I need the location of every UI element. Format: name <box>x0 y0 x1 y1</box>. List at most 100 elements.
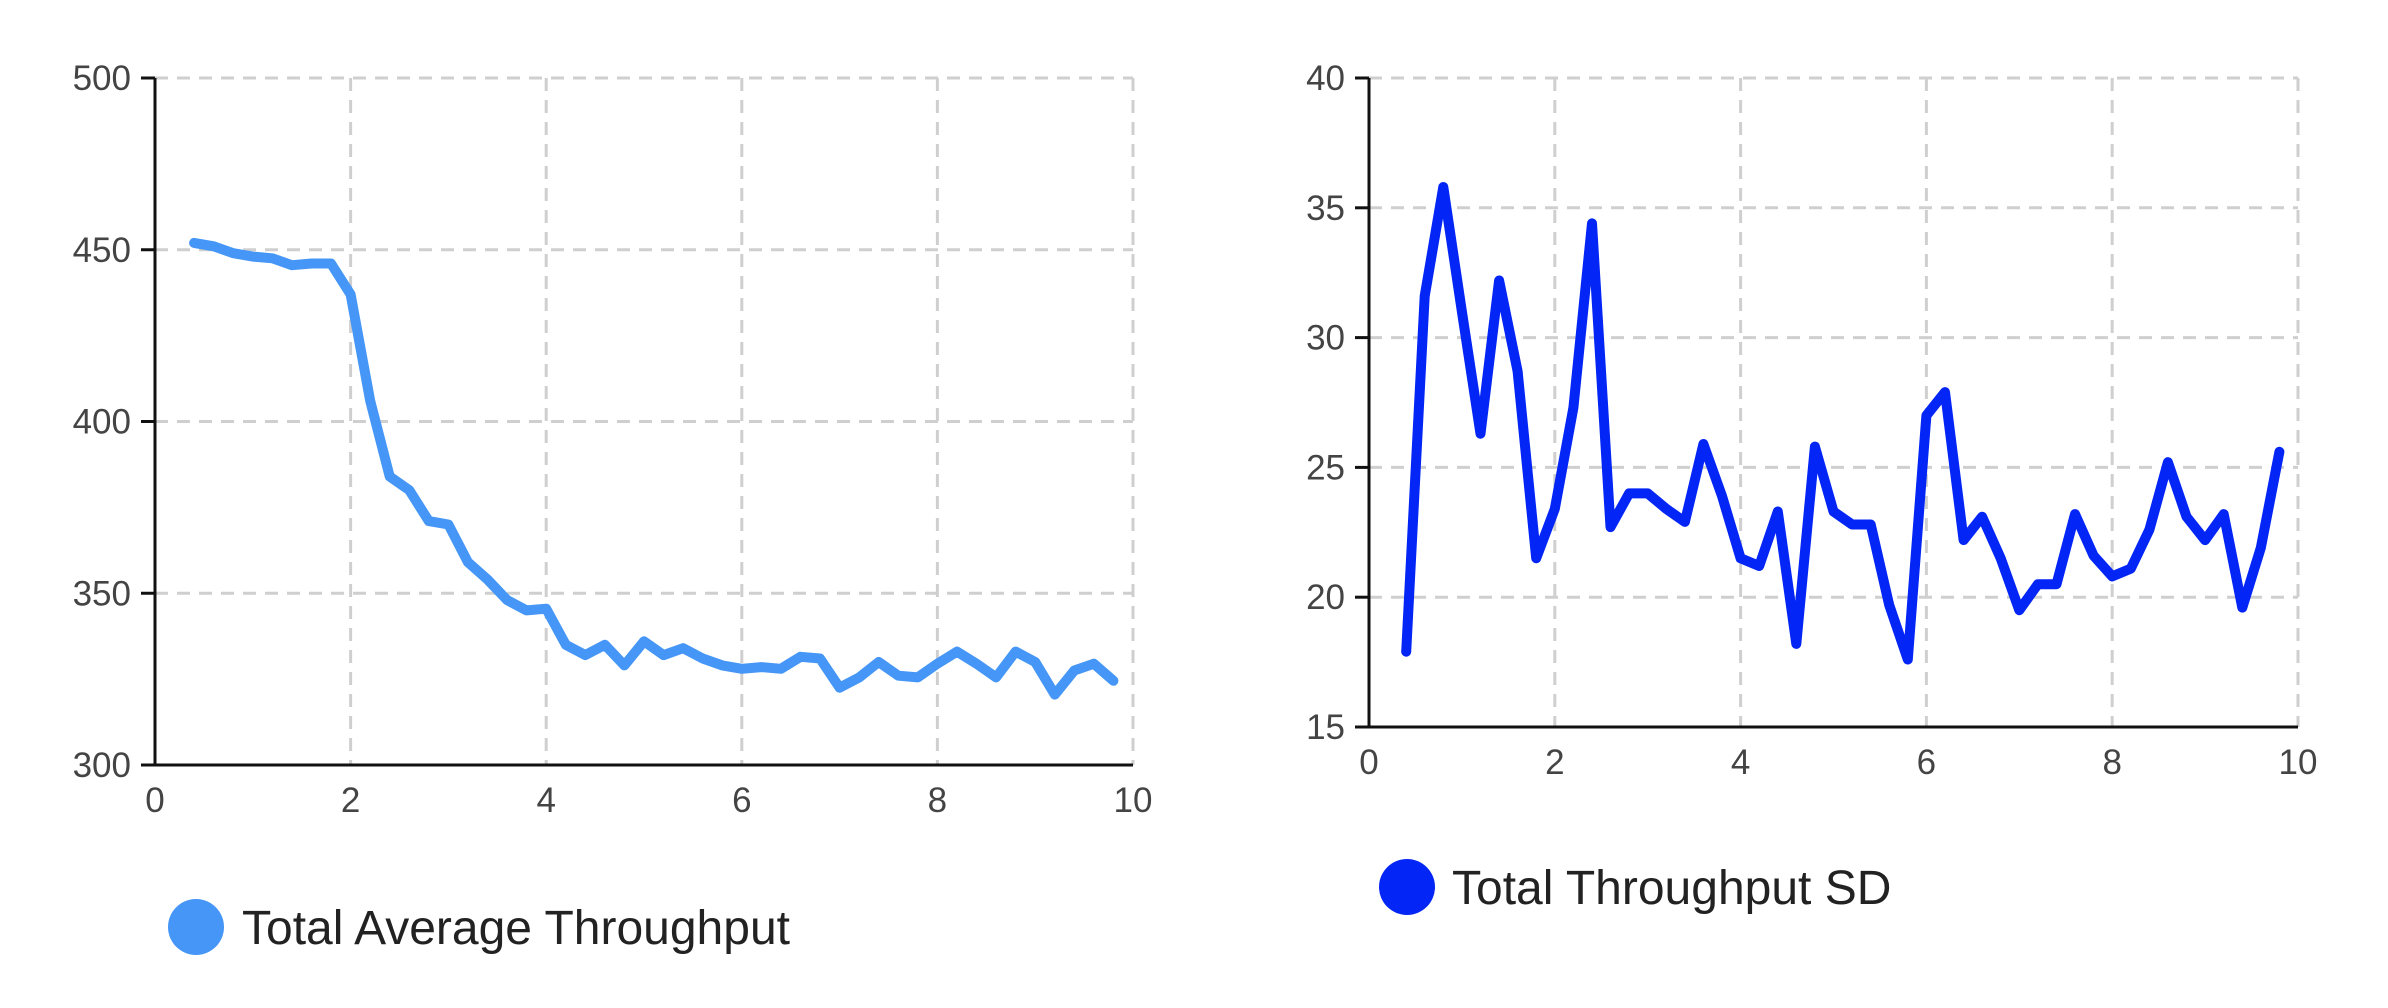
data-point <box>659 651 668 660</box>
data-point <box>2182 512 2191 521</box>
legend-label: Total Average Throughput <box>242 902 790 955</box>
data-point <box>424 517 433 526</box>
x-tick-label: 10 <box>1114 781 1153 820</box>
data-point <box>1476 429 1485 438</box>
data-point <box>209 242 218 251</box>
data-point <box>2015 606 2024 615</box>
data-point <box>2089 551 2098 560</box>
data-point <box>542 604 551 613</box>
data-point <box>1569 403 1578 412</box>
data-point <box>1662 504 1671 513</box>
data-point <box>992 673 1001 682</box>
data-point <box>1959 536 1968 545</box>
chart-total-throughput-sd: 15 20 25 30 35 40 0 2 4 6 8 10 Total Throughput SD <box>1306 59 2317 915</box>
data-point <box>464 558 472 567</box>
data-point <box>1903 655 1912 664</box>
data-point <box>1588 219 1596 228</box>
data-point <box>816 654 824 663</box>
data-point <box>1050 690 1059 699</box>
legend: Total Throughput SD <box>1379 859 1891 915</box>
data-point <box>405 486 414 495</box>
legend-marker <box>1379 859 1435 915</box>
y-tick-label: 500 <box>73 59 131 98</box>
y-tick-label: 15 <box>1306 708 1345 747</box>
x-tick-label: 2 <box>341 781 360 820</box>
data-point <box>2275 447 2284 456</box>
x-tick-label: 6 <box>1917 743 1936 782</box>
data-point <box>718 661 727 670</box>
data-point <box>2071 510 2079 519</box>
chart-total-average-throughput: 300 350 400 450 500 0 2 4 6 8 10 Total Average Th… <box>73 59 1153 955</box>
data-point <box>855 673 864 682</box>
data-point <box>346 290 355 299</box>
y-tick-label: 40 <box>1306 59 1345 98</box>
y-tick-label: 350 <box>73 574 131 613</box>
y-tick-label: 20 <box>1306 578 1345 617</box>
data-point <box>561 640 570 649</box>
x-tick-label: 8 <box>2102 743 2121 782</box>
legend-label: Total Throughput SD <box>1452 862 1891 915</box>
data-point <box>1109 676 1118 685</box>
data-point <box>1495 276 1504 285</box>
x-tick-label: 6 <box>732 781 751 820</box>
data-point <box>1978 512 1987 521</box>
x-tick-label: 2 <box>1545 743 1564 782</box>
data-point <box>894 671 903 680</box>
data-point <box>1457 307 1466 316</box>
series-line <box>189 237 1119 700</box>
data-point <box>1513 367 1522 376</box>
y-tick-label: 450 <box>73 231 131 270</box>
data-point <box>1532 554 1541 563</box>
data-point <box>2033 580 2042 589</box>
data-point <box>581 651 590 660</box>
data-point <box>483 575 492 584</box>
x-tick-label: 0 <box>1359 743 1378 782</box>
x-tick-label: 4 <box>536 781 555 820</box>
x-tick-label: 10 <box>2279 743 2318 782</box>
data-point <box>327 259 335 268</box>
data-point <box>1996 554 2005 563</box>
x-tick-label: 8 <box>928 781 947 820</box>
data-point <box>874 658 883 666</box>
data-point <box>2052 580 2061 589</box>
data-point <box>1773 507 1782 516</box>
data-point <box>366 396 375 405</box>
data-point <box>972 659 981 668</box>
data-point <box>600 640 609 649</box>
data-point <box>1031 658 1040 666</box>
data-point <box>444 520 453 529</box>
data-point <box>913 673 922 682</box>
data-point <box>933 659 942 668</box>
x-tick-label: 4 <box>1731 743 1750 782</box>
data-point <box>1718 492 1726 500</box>
data-point <box>1736 554 1745 563</box>
data-point <box>679 644 688 653</box>
data-point <box>1680 517 1689 526</box>
data-point <box>503 596 512 605</box>
data-point <box>1402 647 1411 656</box>
data-point <box>737 664 746 673</box>
data-point <box>2126 564 2135 573</box>
data-point <box>2145 525 2154 534</box>
data-point <box>776 664 785 673</box>
data-point <box>2256 543 2265 552</box>
data-point <box>1848 520 1857 529</box>
data-point <box>248 252 257 261</box>
data-point <box>1606 523 1615 532</box>
data-point <box>1829 507 1838 516</box>
data-point <box>953 647 961 656</box>
data-point <box>2108 572 2117 581</box>
y-tick-label: 25 <box>1306 448 1345 487</box>
data-point <box>2201 536 2210 545</box>
data-point <box>835 683 844 692</box>
data-point <box>1792 639 1801 648</box>
data-point <box>1866 520 1875 529</box>
data-point <box>1922 411 1931 420</box>
data-point <box>1625 489 1634 498</box>
data-point <box>1755 562 1764 570</box>
data-point <box>1941 388 1949 397</box>
data-point <box>1699 440 1708 448</box>
y-tick-label: 400 <box>73 403 131 442</box>
data-point <box>522 606 531 615</box>
